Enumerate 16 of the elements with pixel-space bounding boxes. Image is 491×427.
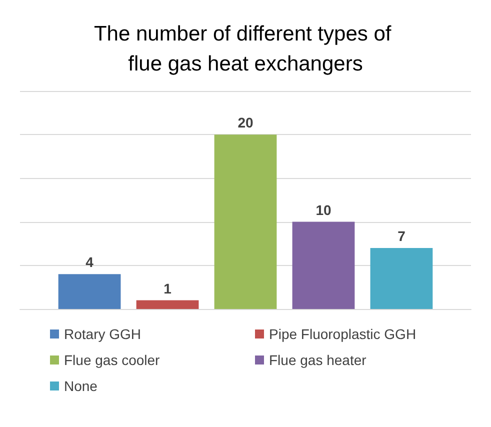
- chart-title: The number of different types of flue gas heat exchangers: [94, 22, 398, 76]
- legend-label: Pipe Fluoroplastic GGH: [269, 326, 416, 342]
- bar: [370, 248, 433, 309]
- data-label: 20: [238, 114, 254, 131]
- legend-label: Flue gas heater: [269, 352, 367, 368]
- legend-label: Flue gas cooler: [64, 352, 160, 368]
- bar: [58, 274, 121, 309]
- legend-label: Rotary GGH: [64, 326, 142, 342]
- bar: [214, 134, 277, 309]
- bar: [136, 300, 199, 309]
- data-label: 7: [398, 228, 406, 244]
- data-label: 1: [164, 280, 172, 296]
- data-label: 10: [316, 202, 332, 218]
- data-label: 4: [86, 254, 94, 270]
- legend-label: None: [64, 378, 98, 394]
- bar: [292, 222, 355, 309]
